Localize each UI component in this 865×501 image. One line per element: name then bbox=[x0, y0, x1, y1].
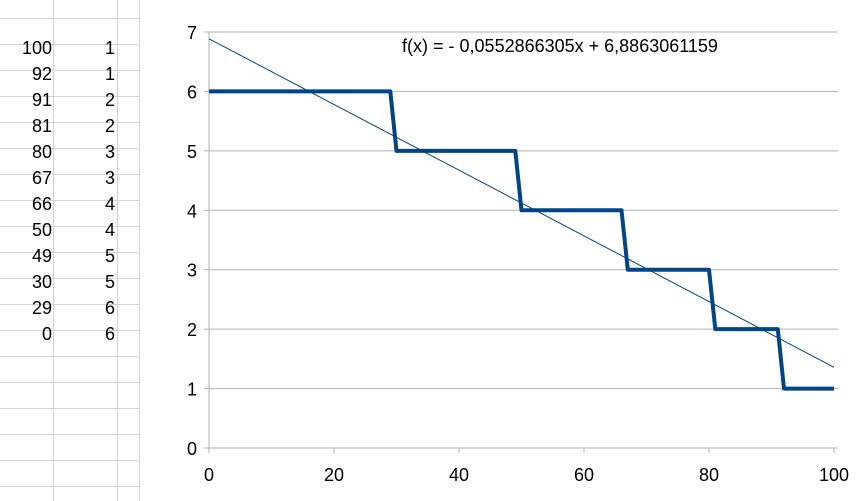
sheet-cell-a[interactable]: 49 bbox=[31, 246, 52, 266]
sheet-cell-b[interactable]: 3 bbox=[104, 168, 115, 188]
sheet-cell-b[interactable]: 4 bbox=[104, 194, 115, 214]
sheet-row-line bbox=[0, 460, 140, 461]
sheet-cell-b[interactable]: 3 bbox=[104, 142, 115, 162]
y-tick-label: 4 bbox=[187, 201, 197, 221]
sheet-column-line bbox=[139, 0, 140, 501]
y-axis-ticks: 0 1 2 3 4 5 6 7 bbox=[187, 23, 197, 459]
sheet-row-line bbox=[0, 122, 140, 123]
sheet-cell-a[interactable]: 81 bbox=[31, 116, 52, 136]
sheet-cell-b[interactable]: 6 bbox=[104, 324, 115, 344]
sheet-row-line bbox=[0, 44, 140, 45]
sheet-row-line bbox=[0, 148, 140, 149]
x-axis-ticks: 0 20 40 60 80 100 bbox=[204, 465, 849, 485]
sheet-cell-a[interactable]: 91 bbox=[31, 90, 52, 110]
sheet-column-line bbox=[117, 0, 118, 501]
sheet-row-line bbox=[0, 226, 140, 227]
chart-grid bbox=[204, 31, 838, 453]
x-tick-label: 20 bbox=[324, 465, 344, 485]
sheet-cell-b[interactable]: 5 bbox=[104, 246, 115, 266]
sheet-cell-b[interactable]: 2 bbox=[104, 116, 115, 136]
sheet-cell-b[interactable]: 5 bbox=[104, 272, 115, 292]
y-tick-label: 1 bbox=[187, 380, 197, 400]
sheet-row-line bbox=[0, 18, 140, 19]
spreadsheet-grid: 100 1 92 1 91 2 81 2 80 3 67 3 66 4 50 4 49 5 30 5 29 6 0 6 bbox=[0, 0, 150, 501]
x-tick-label: 80 bbox=[699, 465, 719, 485]
sheet-cell-a[interactable]: 67 bbox=[31, 168, 52, 188]
trendline bbox=[208, 38, 835, 368]
sheet-cell-a[interactable]: 29 bbox=[31, 298, 52, 318]
sheet-row-line bbox=[0, 278, 140, 279]
sheet-row-line bbox=[0, 70, 140, 71]
sheet-row-line bbox=[0, 174, 140, 175]
sheet-cell-a[interactable]: 50 bbox=[31, 220, 52, 240]
sheet-column-line bbox=[53, 0, 54, 501]
x-tick-label: 60 bbox=[574, 465, 594, 485]
y-tick-label: 7 bbox=[187, 23, 197, 43]
sheet-cell-b[interactable]: 2 bbox=[104, 90, 115, 110]
y-tick-label: 3 bbox=[187, 261, 197, 281]
sheet-cell-b[interactable]: 1 bbox=[104, 64, 115, 84]
x-tick-label: 100 bbox=[819, 465, 849, 485]
y-tick-label: 0 bbox=[187, 439, 197, 459]
y-tick-label: 6 bbox=[187, 82, 197, 102]
sheet-row-line bbox=[0, 382, 140, 383]
sheet-cell-a[interactable]: 92 bbox=[31, 64, 52, 84]
trendline-equation: f(x) = - 0,0552866305x + 6,8863061159 bbox=[402, 36, 718, 56]
x-tick-label: 0 bbox=[204, 465, 214, 485]
step-chart: 0 1 2 3 4 5 6 7 0 20 40 60 80 100 f(x) = - 0,0552866… bbox=[187, 23, 849, 485]
sheet-row-line bbox=[0, 304, 140, 305]
sheet-cell-a[interactable]: 80 bbox=[31, 142, 52, 162]
x-tick-label: 40 bbox=[449, 465, 469, 485]
sheet-cell-a[interactable]: 66 bbox=[31, 194, 52, 214]
sheet-row-line bbox=[0, 252, 140, 253]
sheet-row-line bbox=[0, 408, 140, 409]
series-line bbox=[209, 89, 834, 391]
sheet-row-line bbox=[0, 486, 140, 487]
chart-series bbox=[208, 38, 835, 391]
sheet-row-line bbox=[0, 330, 140, 331]
sheet-cell-a[interactable]: 100 bbox=[21, 38, 52, 58]
sheet-cell-a[interactable]: 30 bbox=[31, 272, 52, 292]
sheet-cell-a[interactable]: 0 bbox=[41, 324, 52, 344]
y-tick-label: 5 bbox=[187, 142, 197, 162]
sheet-cell-b[interactable]: 4 bbox=[104, 220, 115, 240]
sheet-cell-b[interactable]: 1 bbox=[104, 38, 115, 58]
sheet-row-line bbox=[0, 356, 140, 357]
sheet-cell-b[interactable]: 6 bbox=[104, 298, 115, 318]
sheet-row-line bbox=[0, 96, 140, 97]
sheet-row-line bbox=[0, 200, 140, 201]
y-tick-label: 2 bbox=[187, 320, 197, 340]
sheet-row-line bbox=[0, 434, 140, 435]
